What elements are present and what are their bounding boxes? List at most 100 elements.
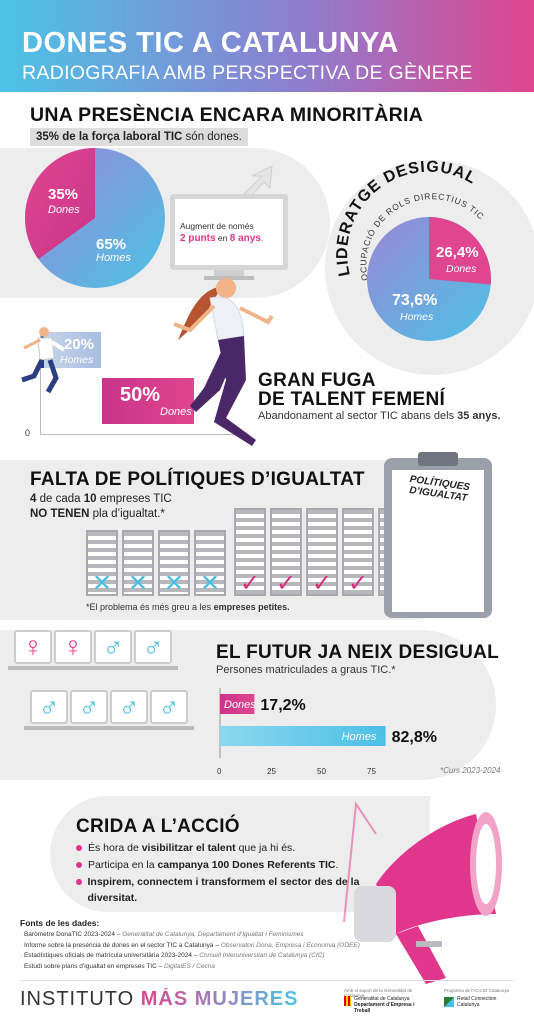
fuga-title-line1: GRAN FUGA bbox=[258, 370, 376, 391]
male-symbol-icon: ♂ bbox=[94, 630, 132, 664]
lead-rest: són dones. bbox=[182, 131, 242, 143]
monitor-text: Augment de només 2 punts en 8 anys. bbox=[180, 220, 280, 245]
desk-icon bbox=[64, 726, 114, 730]
chart-tick-label: 0 bbox=[217, 767, 222, 776]
male-symbol-icon: ♂ bbox=[150, 690, 188, 724]
page-title: DONES TIC A CATALUNYA bbox=[22, 27, 399, 59]
female-symbol-icon: ♀ bbox=[54, 630, 92, 664]
desk-icon bbox=[48, 666, 98, 670]
politiques-footnote: *El problema és més greu a les empreses … bbox=[86, 602, 290, 612]
clipboard-illustration bbox=[384, 452, 492, 618]
male-symbol-icon: ♂ bbox=[110, 690, 148, 724]
male-symbol-icon: ♂ bbox=[30, 690, 68, 724]
pol-text-d: empreses TIC bbox=[96, 493, 172, 505]
leadership-women-pct: 26,4% bbox=[436, 244, 479, 261]
desk-icon bbox=[24, 726, 74, 730]
desk-icon bbox=[88, 666, 138, 670]
cross-icon: ✕ bbox=[92, 570, 113, 597]
desk-icon bbox=[128, 666, 178, 670]
logo2: Retail Connection Catalunya bbox=[444, 996, 524, 1008]
pol-num-a: 4 bbox=[30, 493, 37, 505]
monitor-end: . bbox=[260, 233, 264, 243]
male-symbol-icon: ♂ bbox=[134, 630, 172, 664]
monitor-bold2: 8 anys bbox=[229, 233, 261, 244]
politiques-title: FALTA DE POLÍTIQUES D’IGUALTAT bbox=[30, 469, 365, 490]
logo1-name: Generalitat de Catalunya bbox=[354, 996, 410, 1002]
logo1-dept: Departament d’Empresa i Treball bbox=[354, 1002, 415, 1014]
pol-no-tenen: NO TENEN bbox=[30, 508, 90, 520]
source-item: · Baròmetre DonaTIC 2023-2024 – Generali… bbox=[20, 931, 304, 938]
building-no-plan: ✕ bbox=[194, 530, 226, 596]
section1-lead: 35% de la força laboral TIC són dones. bbox=[30, 128, 248, 146]
fuga-women-pct: 50% bbox=[120, 384, 161, 406]
bullet-icon bbox=[76, 879, 82, 885]
chart-tick-label: 25 bbox=[267, 767, 276, 776]
monitor-mid: en bbox=[215, 233, 230, 243]
footnote-text: *El problema és més greu a les bbox=[86, 602, 214, 612]
desk-icon bbox=[104, 726, 154, 730]
cross-icon: ✕ bbox=[128, 570, 149, 597]
crida-item: És hora de visibilitzar el talent que ja… bbox=[76, 840, 386, 856]
check-icon: ✓ bbox=[240, 570, 261, 597]
fuga-title-line2: DE TALENT FEMENÍ bbox=[258, 389, 446, 410]
pie-men-label: Homes bbox=[96, 252, 131, 264]
monitor-illustration bbox=[170, 166, 288, 280]
running-woman-illustration bbox=[173, 278, 274, 446]
politiques-line1: 4 de cada 10 empreses TIC bbox=[30, 493, 172, 505]
chart-tick-label: 50 bbox=[317, 767, 326, 776]
leadership-women-label: Dones bbox=[446, 263, 477, 275]
male-symbol-icon: ♂ bbox=[70, 690, 108, 724]
fuga-women-bar bbox=[102, 378, 194, 424]
leadership-men-pct: 73,6% bbox=[392, 292, 438, 309]
brand-part-b: MÁS MUJERES bbox=[140, 988, 299, 1010]
bullet-icon bbox=[76, 845, 82, 851]
brand-part-a: INSTITUTO bbox=[20, 988, 141, 1010]
chart-bar-dones bbox=[220, 694, 255, 714]
logo2-name: Retail Connection Catalunya bbox=[457, 996, 497, 1008]
crida-item: Participa en la campanya 100 Dones Refer… bbox=[76, 857, 386, 873]
logo1-small: Amb el suport de la Generalitat de Catal… bbox=[344, 988, 413, 998]
lead-bold: 35% de la força laboral TIC bbox=[36, 131, 183, 143]
fuga-axis-base bbox=[40, 434, 240, 435]
footer-divider bbox=[20, 980, 514, 981]
crida-item: Inspirem, connectem i transformem el sec… bbox=[76, 874, 386, 906]
source-item: · Estadístiques oficials de matrícula un… bbox=[20, 952, 325, 959]
pol-rest: pla d’igualtat.* bbox=[89, 508, 165, 520]
check-icon: ✓ bbox=[312, 570, 333, 597]
source-item: · Informe sobre la presència de dones en… bbox=[20, 941, 360, 949]
section1-title: UNA PRESÈNCIA ENCARA MINORITÀRIA bbox=[30, 104, 424, 126]
cross-icon: ✕ bbox=[200, 570, 221, 597]
building-with-plan: ✓ bbox=[342, 508, 374, 596]
chart-data-label: 82,8% bbox=[392, 729, 437, 746]
desk-icon bbox=[8, 666, 58, 670]
female-symbol-icon: ♀ bbox=[14, 630, 52, 664]
leadership-men-label: Homes bbox=[400, 311, 434, 323]
presence-pie-chart bbox=[25, 148, 165, 288]
sources-title: Fonts de les dades: bbox=[20, 918, 100, 928]
leadership-pie-chart bbox=[367, 217, 491, 341]
futur-bar-chart: Dones 17,2% Homes 82,8% 0 25 50 75 bbox=[217, 688, 437, 776]
gender-icons-grid: ♀ ♀ ♂ ♂ ♂ ♂ ♂ ♂ bbox=[8, 630, 214, 770]
building-with-plan: ✓ bbox=[234, 508, 266, 596]
building-no-plan: ✕ bbox=[86, 530, 118, 596]
fuga-men-pct: 20% bbox=[64, 336, 95, 353]
brand-logo: INSTITUTO MÁS MUJERES bbox=[20, 988, 298, 1011]
pol-text-b: de cada bbox=[36, 493, 84, 505]
politiques-line2: NO TENEN pla d’igualtat.* bbox=[30, 508, 165, 520]
logo2-small: Programa de l’ACCIÓ Catalunya bbox=[444, 988, 510, 993]
chart-data-label: 17,2% bbox=[260, 697, 305, 714]
pie-men-pct: 65% bbox=[96, 236, 127, 253]
monitor-line1: Augment de només bbox=[180, 221, 254, 231]
source-item: · Estudi sobre plans d’igualtat en empre… bbox=[20, 962, 215, 970]
header-banner bbox=[0, 0, 534, 92]
crida-list: És hora de visibilitzar el talent que ja… bbox=[76, 840, 386, 907]
pie-women-pct: 35% bbox=[48, 186, 79, 203]
monitor-bold1: 2 punts bbox=[180, 233, 216, 244]
fuga-women-label: Dones bbox=[160, 406, 192, 418]
fuga-axis bbox=[40, 332, 41, 434]
chart-bar-label: Homes bbox=[342, 731, 377, 743]
futur-title: EL FUTUR JA NEIX DESIGUAL bbox=[216, 642, 500, 663]
chart-tick-label: 75 bbox=[367, 767, 376, 776]
fuga-desc-text: Abandonament al sector TIC abans dels bbox=[258, 410, 458, 422]
cross-icon: ✕ bbox=[164, 570, 185, 597]
